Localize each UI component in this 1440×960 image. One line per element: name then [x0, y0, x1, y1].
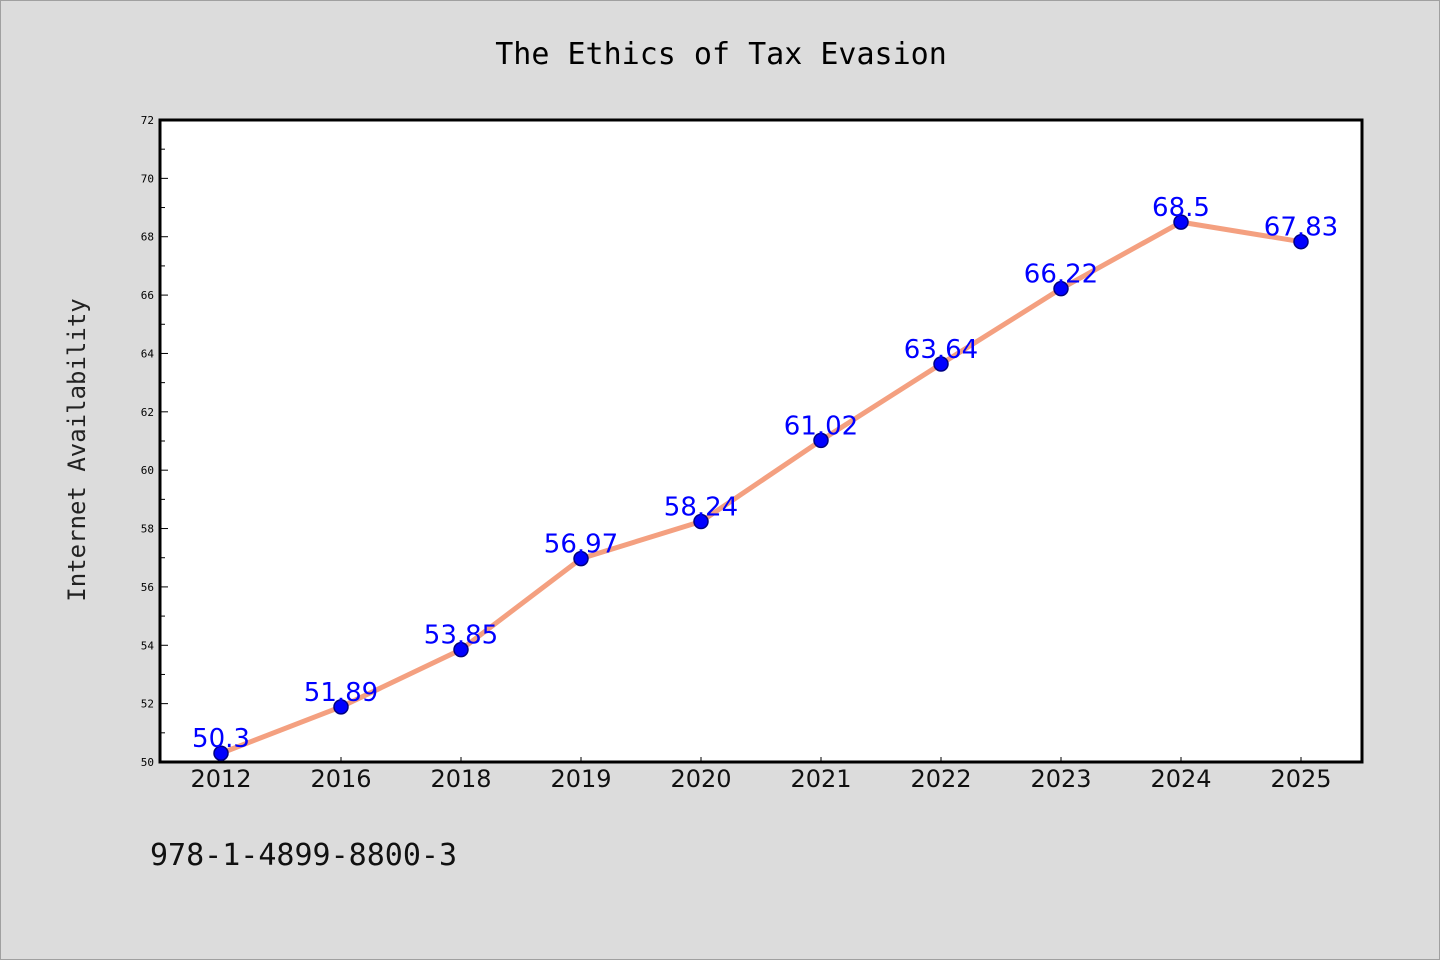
chart-title: The Ethics of Tax Evasion: [495, 37, 947, 72]
data-point-marker: [933, 356, 949, 372]
x-tick-label: 2023: [1030, 765, 1091, 793]
series-line-group: [218, 219, 1304, 756]
y-tick-label: 54: [141, 639, 155, 652]
x-tick-label: 2025: [1270, 765, 1331, 793]
data-labels: 50.3 51.89 53.85 56.97 58.24 61.02 63.64 66.22 6…: [192, 193, 1338, 754]
data-value-label: 56.97: [544, 530, 618, 560]
data-value-label: 61.02: [784, 411, 858, 441]
isbn-footnote: 978-1-4899-8800-3: [150, 838, 457, 873]
data-point-marker: [1293, 233, 1309, 250]
y-tick-label: 52: [141, 698, 154, 711]
y-tick-label: 64: [141, 347, 155, 360]
y-axis-label: Internet Availability: [63, 298, 91, 601]
data-point-marker: [813, 432, 829, 449]
y-axis-ticks: 50 52 54 56 58 60 62 64 66 68 70 72: [141, 114, 168, 769]
data-value-label: 51.89: [304, 678, 378, 708]
x-tick-label: 2024: [1150, 765, 1211, 793]
y-tick-label: 72: [141, 114, 154, 127]
plot-area: [158, 118, 1364, 764]
data-point-marker: [453, 641, 469, 658]
data-value-label: 66.22: [1024, 260, 1098, 290]
data-point-marker: [693, 513, 709, 530]
data-value-label: 68.5: [1152, 193, 1210, 223]
data-point-marker: [1053, 280, 1069, 297]
x-axis-ticks: 2012 2016 2018 2019 2020 2021 2022 2023 2024 2025: [190, 757, 1332, 793]
y-tick-label: 60: [141, 464, 154, 477]
y-tick-label: 70: [141, 172, 154, 185]
x-tick-label: 2020: [670, 765, 731, 793]
data-value-label: 53.85: [424, 621, 498, 651]
x-tick-label: 2019: [550, 765, 611, 793]
y-tick-label: 62: [141, 406, 154, 419]
data-point-marker: [333, 699, 349, 715]
data-value-label: 67.83: [1264, 213, 1338, 243]
x-tick-label: 2018: [430, 765, 491, 793]
y-tick-label: 56: [141, 581, 154, 594]
x-tick-label: 2016: [310, 765, 371, 793]
y-tick-label: 50: [141, 756, 154, 769]
data-value-label: 63.64: [904, 335, 978, 365]
x-tick-label: 2021: [790, 765, 851, 793]
series-line: [218, 219, 1304, 756]
data-point-marker: [1173, 214, 1189, 230]
data-point-marker: [573, 550, 589, 567]
y-tick-label: 68: [141, 231, 154, 244]
data-value-label: 58.24: [664, 493, 738, 523]
y-tick-label: 66: [141, 289, 154, 302]
x-tick-label: 2022: [910, 765, 971, 793]
data-point-marker: [213, 745, 229, 761]
x-tick-label: 2012: [190, 765, 251, 793]
series-markers: [213, 214, 1309, 761]
y-tick-label: 58: [141, 523, 154, 536]
data-value-label: 50.3: [192, 724, 250, 754]
